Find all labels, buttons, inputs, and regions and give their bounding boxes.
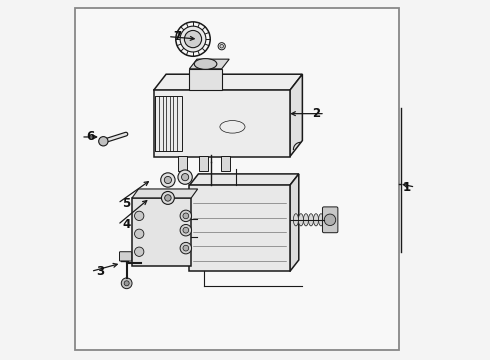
Bar [221, 156, 230, 171]
Circle shape [183, 227, 189, 233]
Circle shape [135, 229, 144, 238]
Circle shape [161, 192, 174, 204]
Circle shape [180, 225, 192, 236]
Circle shape [135, 211, 144, 221]
Text: 4: 4 [122, 218, 131, 231]
Bar [190, 185, 290, 271]
Ellipse shape [314, 214, 318, 226]
FancyBboxPatch shape [322, 207, 338, 233]
Circle shape [220, 44, 223, 48]
Circle shape [122, 278, 132, 289]
Text: 6: 6 [86, 130, 94, 144]
Ellipse shape [303, 214, 309, 226]
FancyBboxPatch shape [120, 252, 132, 261]
Circle shape [161, 173, 175, 187]
Ellipse shape [294, 214, 298, 226]
Ellipse shape [309, 214, 314, 226]
Bar [178, 156, 187, 171]
Text: 1: 1 [402, 181, 411, 194]
Ellipse shape [318, 214, 323, 226]
Circle shape [98, 136, 108, 146]
Circle shape [183, 213, 189, 219]
Circle shape [178, 170, 192, 184]
Polygon shape [190, 59, 229, 69]
Bar [132, 198, 191, 266]
Circle shape [183, 245, 189, 251]
Circle shape [180, 210, 192, 222]
Ellipse shape [298, 214, 303, 226]
Text: 2: 2 [312, 107, 320, 120]
Ellipse shape [323, 214, 329, 226]
Text: 7: 7 [173, 30, 181, 43]
Bar [190, 69, 221, 90]
Bar [199, 156, 208, 171]
Polygon shape [153, 74, 302, 90]
Circle shape [324, 214, 336, 226]
Circle shape [180, 242, 192, 254]
Polygon shape [290, 74, 302, 157]
Ellipse shape [194, 59, 217, 69]
Circle shape [180, 26, 206, 52]
Circle shape [218, 42, 225, 50]
Polygon shape [290, 174, 299, 271]
Circle shape [124, 281, 129, 286]
Polygon shape [153, 90, 290, 157]
Polygon shape [190, 174, 299, 185]
Circle shape [184, 31, 201, 48]
Circle shape [164, 176, 171, 184]
Text: 3: 3 [96, 265, 104, 278]
Bar [155, 96, 182, 151]
Polygon shape [132, 189, 197, 198]
Circle shape [165, 195, 171, 201]
Text: 5: 5 [122, 197, 131, 210]
Circle shape [181, 174, 189, 181]
Circle shape [135, 247, 144, 256]
